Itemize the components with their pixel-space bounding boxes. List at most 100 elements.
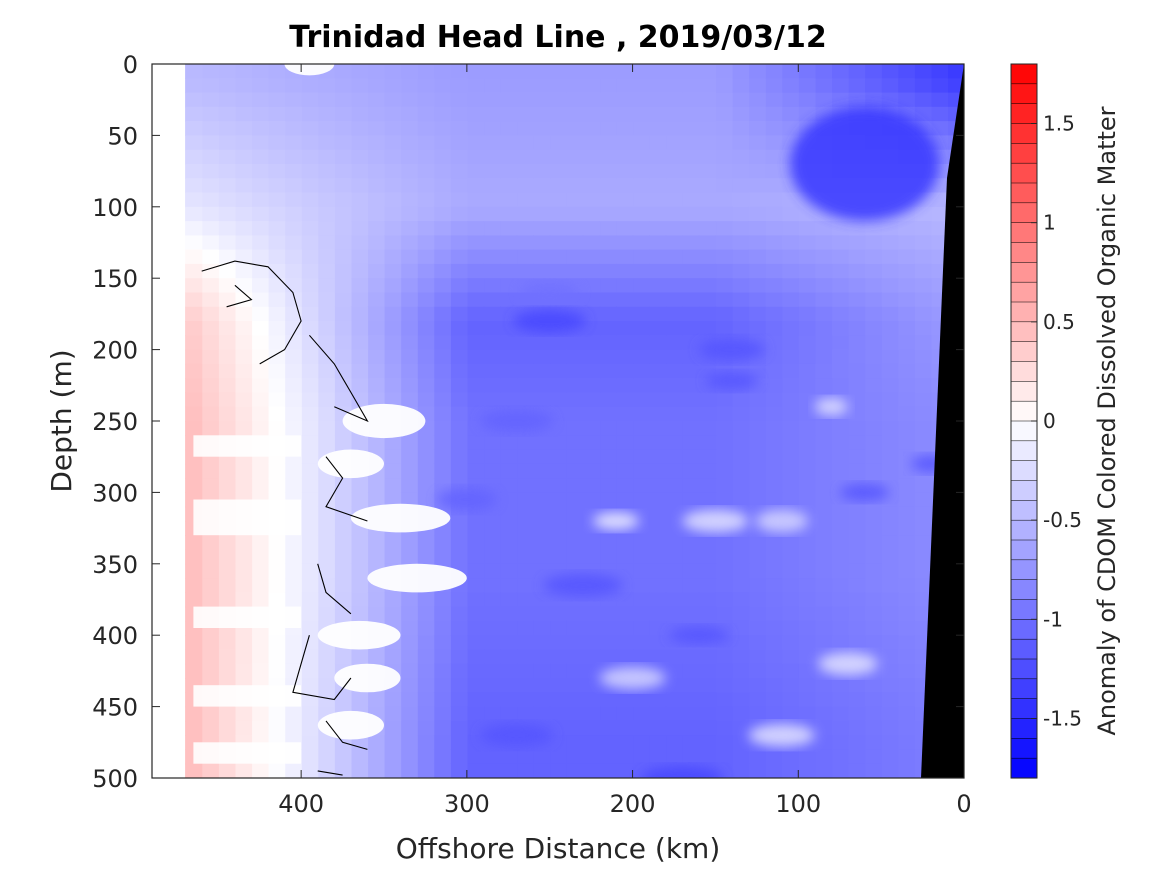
- field-cell: [251, 535, 269, 551]
- colorbar-level: [1010, 638, 1038, 660]
- field-cell: [317, 378, 335, 394]
- field-cell: [582, 221, 601, 236]
- field-cell: [665, 549, 683, 565]
- field-cell: [516, 363, 534, 379]
- field-cell: [649, 706, 667, 722]
- field-cell: [417, 106, 435, 122]
- field-cell: [831, 378, 849, 394]
- field-cell: [732, 164, 750, 179]
- field-cell: [218, 563, 236, 579]
- field-cell: [715, 278, 733, 294]
- field-cell: [500, 649, 518, 665]
- field-cell: [234, 720, 253, 736]
- field-cell: [201, 306, 219, 322]
- field-cell: [831, 249, 849, 265]
- field-cell: [268, 563, 286, 579]
- field-cell: [897, 249, 915, 265]
- field-cell: [433, 78, 451, 94]
- field-cell: [814, 549, 833, 565]
- field-cell: [234, 249, 253, 265]
- field-cell: [450, 135, 468, 151]
- field-cell: [798, 435, 816, 451]
- field-cell: [417, 678, 435, 693]
- field-cell: [732, 278, 750, 294]
- field-cell: [483, 263, 501, 279]
- field-cell: [748, 321, 766, 336]
- field-cell: [301, 321, 319, 336]
- field-cell: [533, 435, 551, 451]
- field-cell: [864, 392, 882, 408]
- field-cell: [500, 692, 518, 708]
- field-cell: [748, 164, 766, 179]
- colorbar-tick-label: 1.5: [1043, 112, 1075, 136]
- field-cell: [765, 649, 783, 665]
- field-cell: [599, 720, 617, 736]
- field-cell: [698, 720, 717, 736]
- field-cell: [732, 78, 750, 94]
- field-cell: [516, 706, 534, 722]
- field-cell: [483, 592, 501, 608]
- field-cell: [715, 606, 733, 622]
- colorbar-level: [1010, 361, 1038, 382]
- field-cell: [301, 592, 319, 608]
- field-cell: [433, 306, 451, 322]
- colorbar-level: [1010, 678, 1038, 700]
- field-cell: [450, 635, 468, 651]
- field-cell: [533, 749, 551, 765]
- field-cell: [334, 321, 352, 336]
- field-cell: [516, 64, 534, 79]
- field-cell: [715, 435, 733, 451]
- field-cell: [185, 106, 203, 122]
- field-cell: [284, 635, 302, 651]
- field-cell: [798, 106, 816, 122]
- field-cell: [848, 406, 866, 422]
- field-cell: [881, 535, 899, 551]
- colorbar-level: [1010, 718, 1038, 739]
- field-cell: [732, 421, 750, 436]
- field-cell: [881, 92, 899, 108]
- field-cell: [566, 521, 584, 536]
- field-cell: [914, 92, 932, 108]
- field-cell: [698, 106, 717, 122]
- field-cell: [185, 164, 203, 179]
- field-cell: [433, 192, 451, 208]
- field-cell: [665, 678, 683, 693]
- field-cell: [549, 521, 567, 536]
- field-cell: [417, 720, 435, 736]
- colorbar-level: [1010, 341, 1038, 363]
- field-cell: [334, 592, 352, 608]
- field-cell: [400, 192, 418, 208]
- field-cell: [417, 135, 435, 151]
- field-cell: [930, 206, 949, 222]
- field-cell: [599, 164, 617, 179]
- field-cell: [483, 749, 501, 765]
- field-cell: [732, 692, 750, 708]
- field-cell: [897, 635, 915, 651]
- field-cell: [566, 421, 584, 436]
- field-cell: [466, 678, 485, 693]
- field-cell: [433, 235, 451, 251]
- field-cell: [500, 263, 518, 279]
- field-cell: [400, 435, 418, 451]
- field-cell: [533, 349, 551, 365]
- field-cell: [599, 121, 617, 136]
- field-cell: [350, 435, 369, 451]
- field-cell: [814, 306, 833, 322]
- field-cell: [466, 463, 485, 479]
- field-cell: [864, 378, 882, 394]
- field-cell: [218, 78, 236, 94]
- field-cell: [665, 178, 683, 194]
- field-cell: [301, 763, 319, 778]
- no-data-patch: [367, 563, 467, 593]
- field-cell: [582, 378, 601, 394]
- field-cell: [218, 478, 236, 493]
- field-cell: [781, 449, 799, 465]
- field-cell: [400, 720, 418, 736]
- field-cell: [682, 235, 700, 251]
- field-cell: [798, 678, 816, 693]
- field-cell: [649, 278, 667, 294]
- field-cell: [698, 263, 717, 279]
- field-cell: [897, 92, 915, 108]
- field-cell: [748, 449, 766, 465]
- field-cell: [599, 478, 617, 493]
